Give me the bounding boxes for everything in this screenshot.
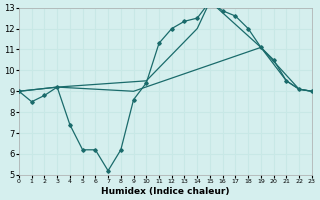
X-axis label: Humidex (Indice chaleur): Humidex (Indice chaleur) [101,187,230,196]
